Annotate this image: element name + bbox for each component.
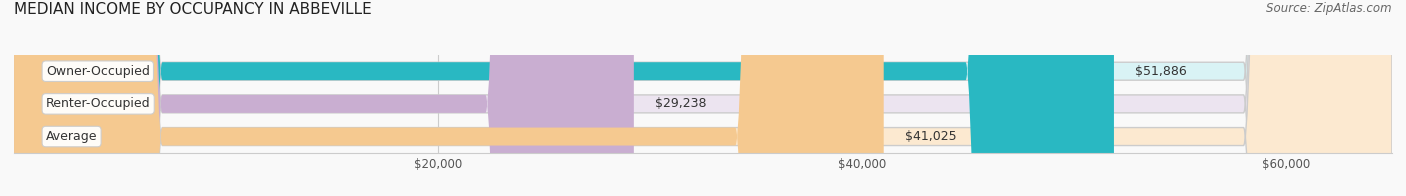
FancyBboxPatch shape bbox=[14, 0, 1114, 196]
FancyBboxPatch shape bbox=[14, 0, 1392, 196]
Text: $41,025: $41,025 bbox=[905, 130, 956, 143]
FancyBboxPatch shape bbox=[14, 0, 634, 196]
Text: Renter-Occupied: Renter-Occupied bbox=[46, 97, 150, 110]
FancyBboxPatch shape bbox=[14, 0, 1392, 196]
Text: MEDIAN INCOME BY OCCUPANCY IN ABBEVILLE: MEDIAN INCOME BY OCCUPANCY IN ABBEVILLE bbox=[14, 2, 371, 17]
FancyBboxPatch shape bbox=[14, 0, 1392, 196]
Text: $29,238: $29,238 bbox=[655, 97, 707, 110]
Text: $51,886: $51,886 bbox=[1135, 65, 1187, 78]
Text: Average: Average bbox=[46, 130, 97, 143]
Text: Owner-Occupied: Owner-Occupied bbox=[46, 65, 149, 78]
FancyBboxPatch shape bbox=[14, 0, 884, 196]
Text: Source: ZipAtlas.com: Source: ZipAtlas.com bbox=[1267, 2, 1392, 15]
